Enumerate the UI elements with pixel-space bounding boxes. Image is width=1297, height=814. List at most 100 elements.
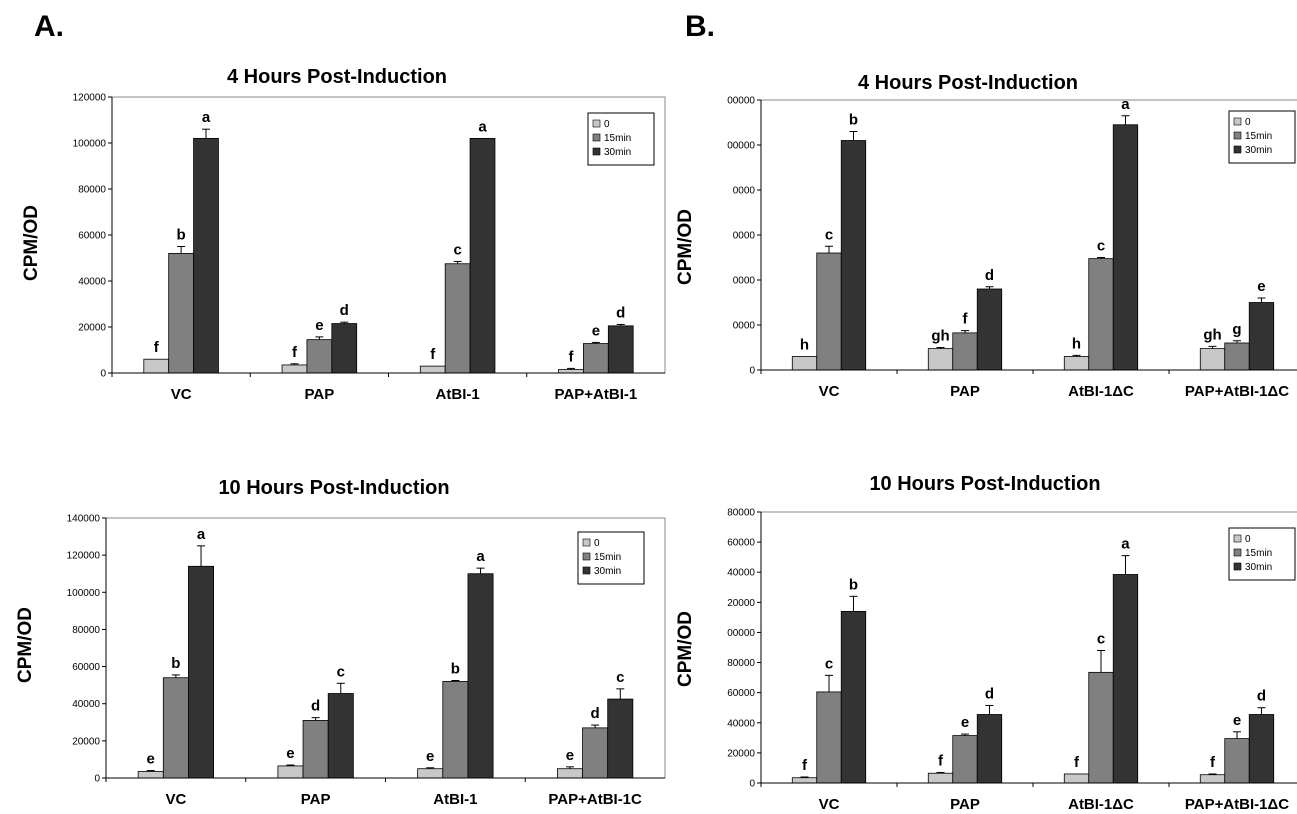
- significance-letter: c: [337, 663, 345, 680]
- y-tick-label: 100000: [73, 139, 107, 150]
- significance-letter: h: [1072, 335, 1081, 352]
- y-tick-label: 20000: [78, 323, 106, 334]
- significance-letter: d: [1257, 688, 1266, 705]
- x-tick-label: AtBI-1: [436, 386, 480, 403]
- bar-30min: [193, 137, 219, 374]
- legend-swatch-30min: [1233, 562, 1242, 571]
- significance-letter: gh: [1203, 326, 1221, 343]
- panel-a-label: A.: [34, 10, 64, 43]
- legend-label-30min: 30min: [1245, 562, 1272, 573]
- significance-letter: a: [202, 109, 211, 126]
- significance-letter: f: [938, 752, 944, 769]
- significance-letter: e: [592, 322, 600, 339]
- legend-label-15min: 15min: [604, 133, 631, 144]
- bar-15min: [952, 735, 978, 784]
- y-tick-label: 0: [100, 369, 106, 380]
- y-tick-label: 0000: [733, 321, 756, 332]
- y-tick-label: 0000: [733, 276, 756, 287]
- significance-letter: c: [616, 669, 624, 686]
- y-tick-label: 80000: [727, 658, 755, 669]
- x-tick-label: PAP+AtBI-1ΔC: [1185, 383, 1289, 400]
- x-tick-label: VC: [171, 386, 192, 403]
- bar-0: [927, 772, 954, 784]
- legend-label-30min: 30min: [1245, 145, 1272, 156]
- significance-letter: f: [963, 311, 969, 328]
- bar-30min: [188, 565, 215, 779]
- y-tick-label: 40000: [72, 699, 100, 710]
- significance-letter: c: [825, 655, 833, 672]
- significance-letter: a: [478, 118, 487, 135]
- y-tick-label: 120000: [73, 93, 107, 104]
- legend-label-0: 0: [594, 538, 600, 549]
- significance-letter: b: [849, 112, 858, 129]
- bar-30min: [1112, 124, 1139, 371]
- x-tick-label: VC: [819, 796, 840, 813]
- significance-letter: a: [1121, 536, 1130, 553]
- x-tick-label: VC: [819, 383, 840, 400]
- bar-30min: [840, 610, 867, 784]
- bar-30min: [1248, 714, 1275, 784]
- bar-15min: [816, 691, 842, 784]
- y-tick-label: 120000: [67, 551, 101, 562]
- legend-label-30min: 30min: [594, 566, 621, 577]
- y-tick-label: 80000: [78, 185, 106, 196]
- significance-letter: e: [315, 317, 323, 334]
- y-tick-label: 80000: [72, 625, 100, 636]
- significance-letter: c: [825, 226, 833, 243]
- y-tick-label: 20000: [727, 598, 755, 609]
- significance-letter: d: [311, 698, 320, 715]
- chart-title-b-bottom: 10 Hours Post-Induction: [869, 473, 1101, 495]
- significance-letter: f: [568, 348, 574, 365]
- legend-swatch-0: [1233, 534, 1242, 543]
- x-tick-label: PAP: [950, 383, 980, 400]
- bar-30min: [1112, 574, 1139, 784]
- significance-letter: c: [453, 241, 461, 258]
- bar-30min: [840, 140, 867, 371]
- significance-letter: e: [1257, 278, 1265, 295]
- y-tick-label: 0000: [733, 231, 756, 242]
- y-tick-label: 0: [749, 779, 755, 790]
- bar-15min: [1224, 738, 1250, 784]
- bar-0: [791, 777, 818, 784]
- significance-letter: g: [1232, 321, 1241, 338]
- chart-title-a-bottom: 10 Hours Post-Induction: [218, 477, 450, 499]
- bar-30min: [469, 137, 496, 374]
- significance-letter: e: [1233, 712, 1241, 729]
- y-tick-label: 20000: [72, 736, 100, 747]
- y-tick-label: 60000: [727, 538, 755, 549]
- legend-label-15min: 15min: [1245, 548, 1272, 559]
- significance-letter: d: [985, 267, 994, 284]
- y-tick-label: 0: [94, 774, 100, 785]
- legend-swatch-0: [592, 119, 601, 128]
- y-tick-label: 00000: [727, 141, 755, 152]
- y-tick-label: 20000: [727, 748, 755, 759]
- y-tick-label: 40000: [78, 277, 106, 288]
- legend-label-0: 0: [1245, 117, 1251, 128]
- y-tick-label: 0: [749, 366, 755, 377]
- significance-letter: d: [591, 705, 600, 722]
- significance-letter: a: [1121, 96, 1130, 113]
- y-tick-label: 00000: [727, 96, 755, 107]
- legend-label-15min: 15min: [594, 552, 621, 563]
- significance-letter: a: [197, 526, 206, 543]
- y-tick-label: 140000: [67, 514, 101, 525]
- significance-letter: f: [292, 344, 298, 361]
- significance-letter: d: [340, 302, 349, 319]
- significance-letter: gh: [931, 328, 949, 345]
- significance-letter: e: [566, 747, 574, 764]
- x-tick-label: AtBI-1: [433, 791, 477, 808]
- chart-title-a-top: 4 Hours Post-Induction: [227, 66, 447, 88]
- significance-letter: f: [1074, 754, 1080, 771]
- y-tick-label: 60000: [78, 231, 106, 242]
- bar-30min: [331, 323, 358, 374]
- significance-letter: c: [1097, 631, 1105, 648]
- y-tick-label: 0000: [733, 186, 756, 197]
- significance-letter: d: [985, 685, 994, 702]
- y-tick-label: 40000: [727, 718, 755, 729]
- bar-30min: [976, 288, 1003, 371]
- x-tick-label: PAP: [305, 386, 335, 403]
- y-tick-label: 80000: [727, 508, 755, 519]
